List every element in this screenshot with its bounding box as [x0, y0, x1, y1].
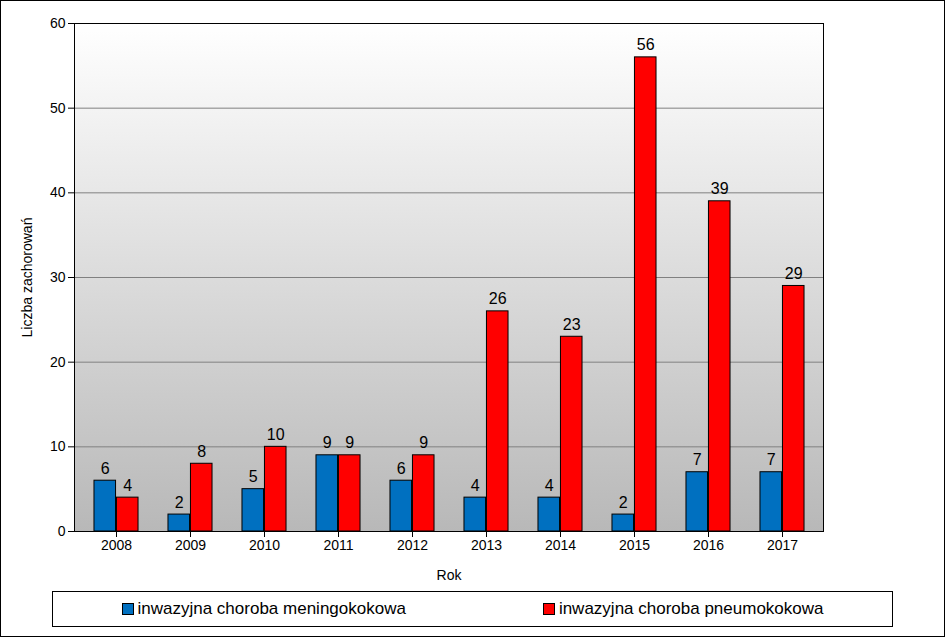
svg-text:2012: 2012	[397, 537, 428, 553]
svg-text:2013: 2013	[471, 537, 502, 553]
svg-text:56: 56	[637, 36, 655, 53]
svg-text:2015: 2015	[619, 537, 650, 553]
svg-text:2016: 2016	[693, 537, 724, 553]
svg-text:2: 2	[619, 494, 628, 511]
svg-text:7: 7	[767, 451, 776, 468]
svg-text:2014: 2014	[545, 537, 576, 553]
svg-text:9: 9	[345, 434, 354, 451]
svg-text:0: 0	[58, 523, 66, 539]
svg-text:40: 40	[50, 184, 66, 200]
svg-text:2: 2	[175, 494, 184, 511]
svg-text:29: 29	[785, 265, 803, 282]
svg-text:9: 9	[419, 434, 428, 451]
svg-text:20: 20	[50, 354, 66, 370]
svg-text:6: 6	[397, 460, 406, 477]
svg-text:Rok: Rok	[437, 567, 463, 583]
svg-text:60: 60	[50, 15, 66, 31]
svg-text:8: 8	[197, 443, 206, 460]
svg-text:39: 39	[711, 180, 729, 197]
svg-text:6: 6	[101, 460, 110, 477]
svg-text:4: 4	[545, 477, 554, 494]
html-text:inwazyjna choroba meningokokow: inwazyjna choroba meningokokowa	[137, 599, 406, 618]
html-text:inwazyjna choroba pneumokokowa: inwazyjna choroba pneumokokowa	[558, 599, 824, 618]
svg-text:50: 50	[50, 100, 66, 116]
svg-text:10: 10	[267, 426, 285, 443]
svg-text:4: 4	[471, 477, 480, 494]
svg-text:30: 30	[50, 269, 66, 285]
svg-text:7: 7	[693, 451, 702, 468]
svg-text:2008: 2008	[101, 537, 132, 553]
svg-text:5: 5	[249, 468, 258, 485]
svg-text:23: 23	[563, 316, 581, 333]
svg-text:2017: 2017	[767, 537, 798, 553]
svg-text:2011: 2011	[323, 537, 353, 553]
svg-text:2010: 2010	[249, 537, 280, 553]
svg-text:Liczba zachorowań: Liczba zachorowań	[19, 218, 35, 338]
svg-text:9: 9	[323, 434, 332, 451]
svg-text:26: 26	[489, 290, 507, 307]
svg-text:10: 10	[50, 438, 66, 454]
svg-text:2009: 2009	[175, 537, 206, 553]
svg-text:4: 4	[123, 477, 132, 494]
